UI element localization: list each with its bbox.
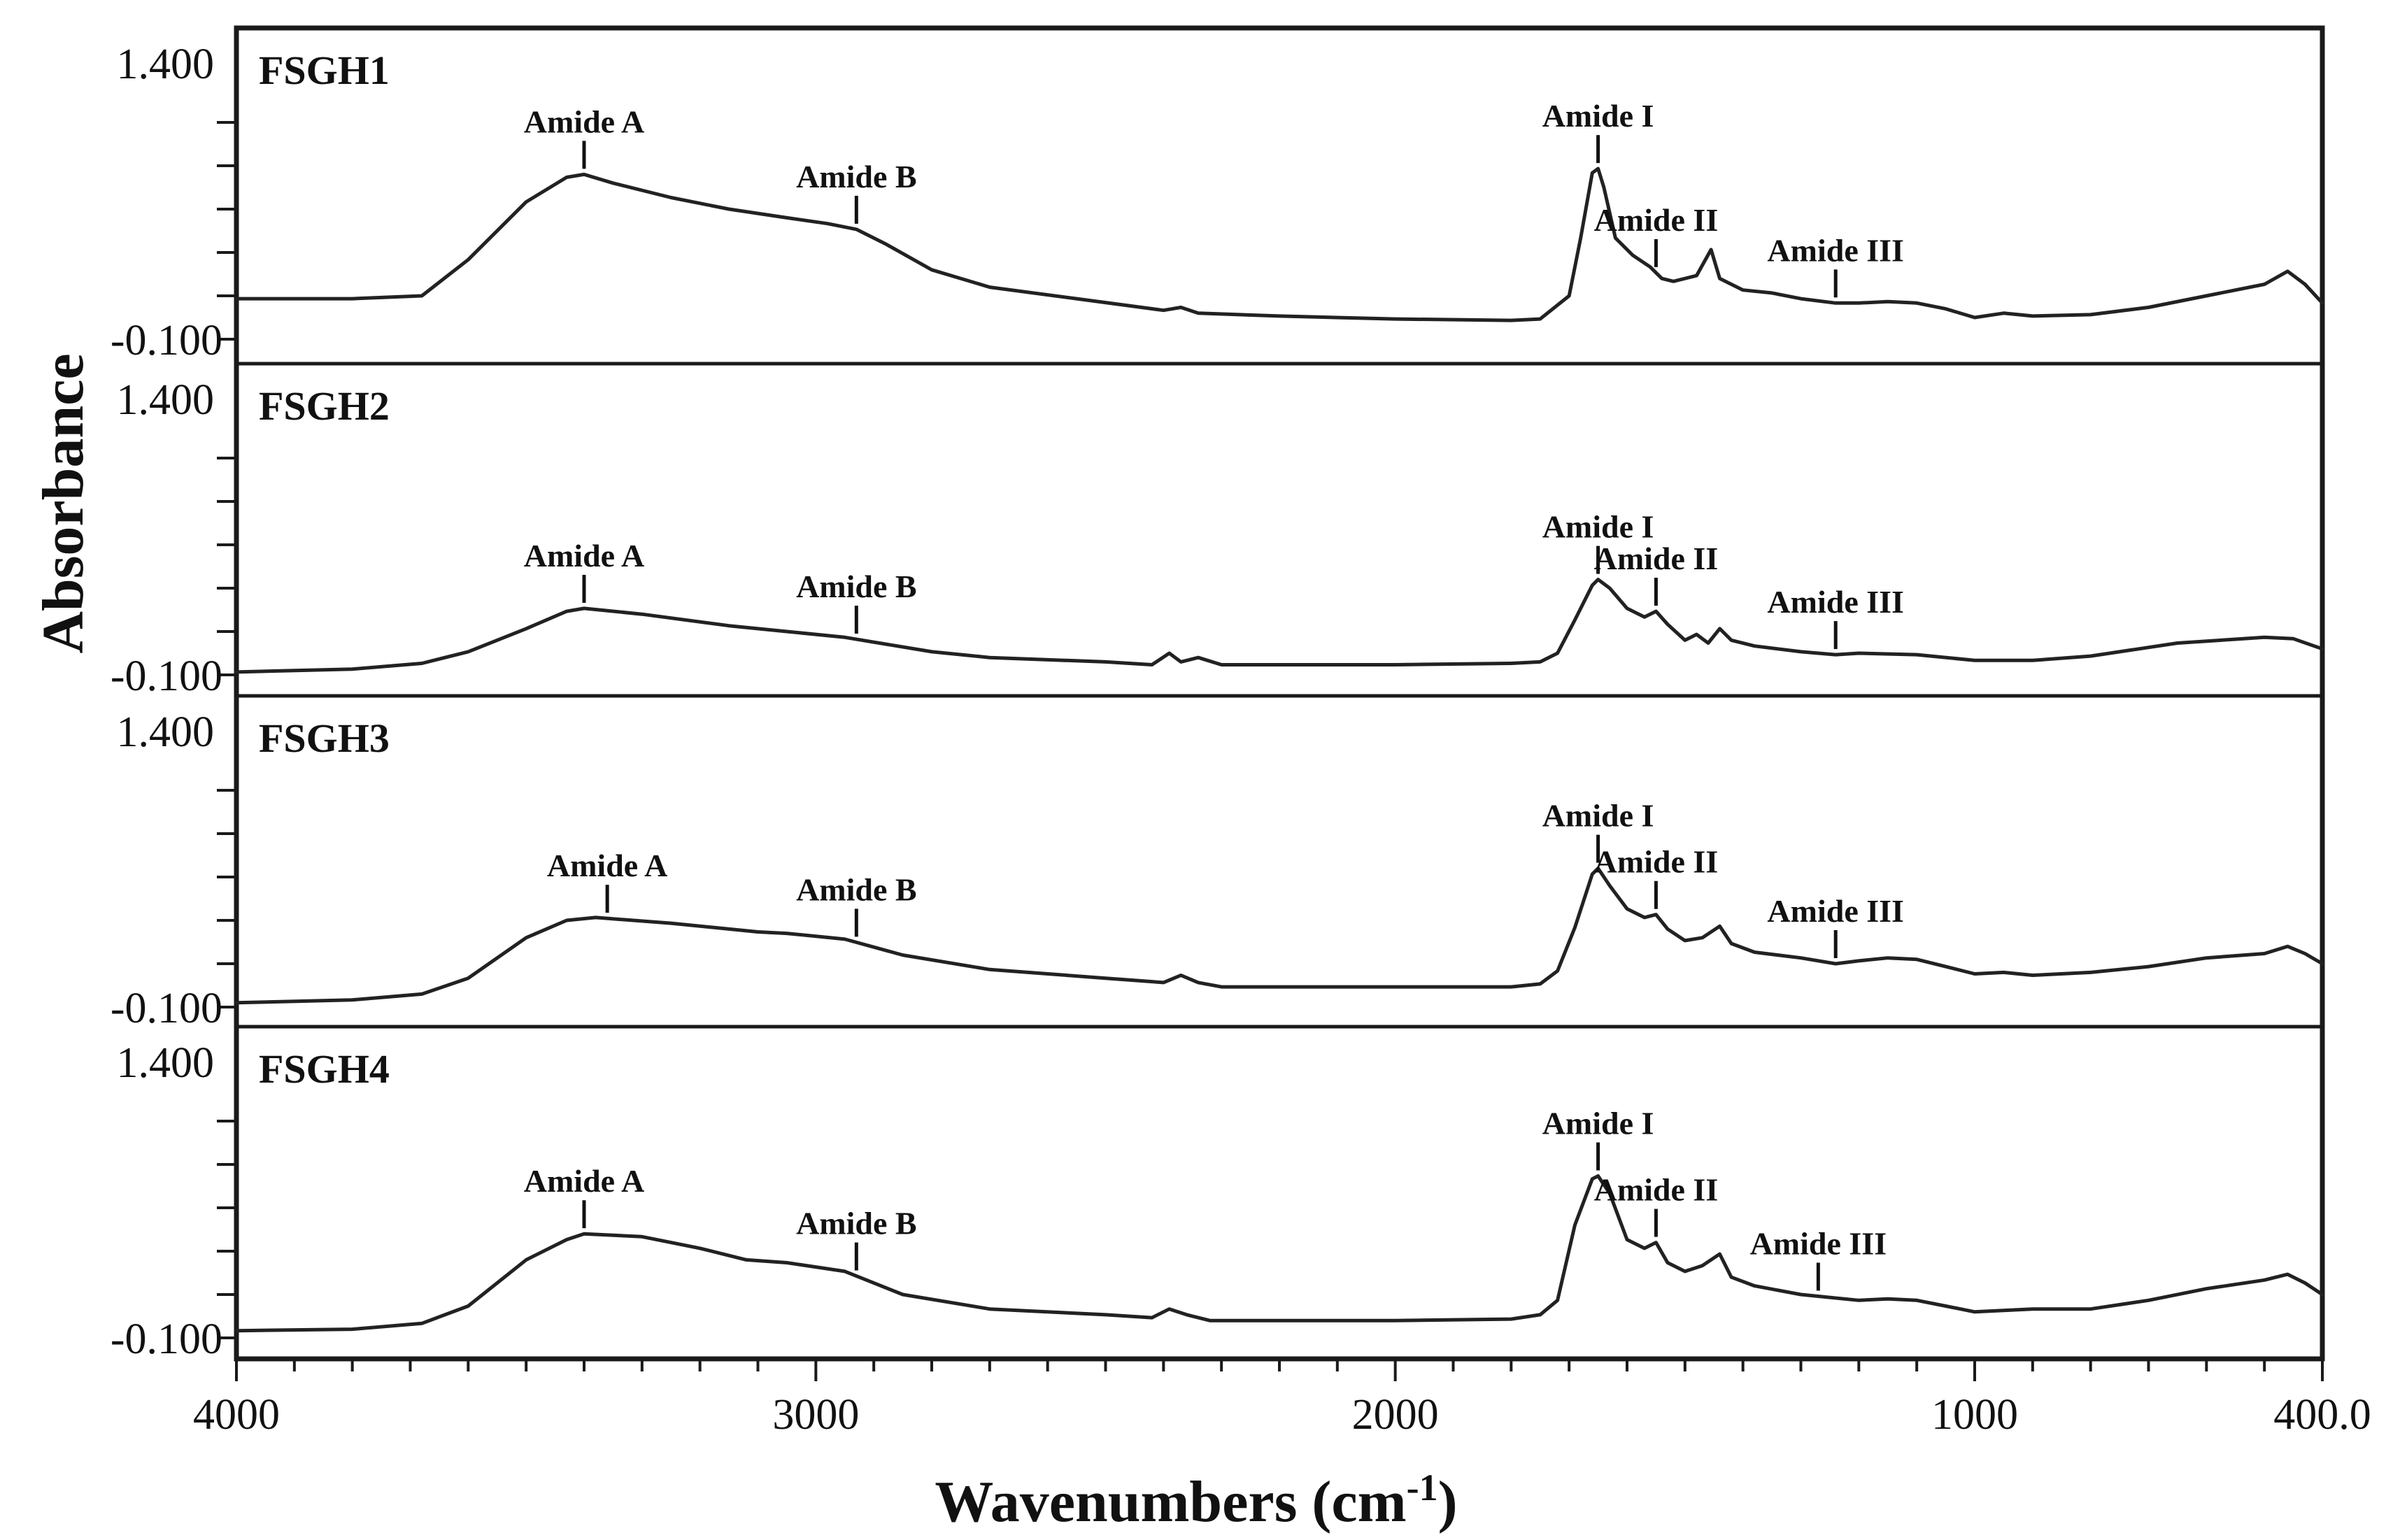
y-tick-label: 1.400: [117, 708, 215, 756]
x-axis-title-main: Wavenumbers (cm: [935, 1469, 1406, 1534]
peak-label: Amide I: [1542, 1106, 1654, 1141]
x-tick-label: 2000: [1352, 1391, 1439, 1439]
y-tick-label: -0.100: [111, 653, 222, 700]
y-tick-label: 1.400: [117, 376, 215, 424]
peak-label: Amide B: [796, 159, 917, 194]
plot-frame: [234, 25, 2325, 1362]
peak-label: Amide B: [796, 569, 917, 604]
spectrum-line: [234, 166, 2324, 322]
x-axis-title-close: ): [1438, 1469, 1458, 1534]
peak-label: Amide I: [1542, 98, 1654, 134]
peak-label: Amide III: [1767, 584, 1904, 620]
y-tick-label: 1.400: [117, 1039, 215, 1087]
peak-label: Amide I: [1542, 509, 1654, 545]
x-tick-label: 4000: [193, 1391, 280, 1439]
peak-label: Amide II: [1594, 541, 1719, 576]
spectrum-line: [234, 578, 2324, 674]
peak-label: Amide II: [1594, 202, 1719, 238]
panel-label: FSGH4: [259, 1046, 390, 1092]
peak-label: Amide B: [796, 871, 917, 907]
panel-label: FSGH3: [259, 715, 390, 761]
peak-label: Amide I: [1542, 798, 1654, 834]
peak-label: Amide III: [1767, 893, 1904, 929]
y-tick-label: -0.100: [111, 317, 222, 364]
spectrum-line: [234, 867, 2324, 1005]
x-axis-title: Wavenumbers (cm-1): [935, 1467, 1457, 1534]
peak-label: Amide III: [1750, 1225, 1887, 1261]
peak-label: Amide II: [1594, 1172, 1719, 1208]
x-tick-label: 3000: [772, 1391, 859, 1439]
peak-label: Amide A: [524, 538, 645, 573]
spectrum-line: [234, 1174, 2324, 1333]
y-tick-label: -0.100: [111, 985, 222, 1032]
peak-label: Amide A: [524, 1163, 645, 1199]
x-axis-title-sup: -1: [1407, 1467, 1438, 1509]
y-tick-label: 1.400: [117, 41, 215, 88]
x-tick-label: 1000: [1931, 1391, 2018, 1439]
peak-label: Amide II: [1594, 844, 1719, 880]
y-axis-title: Absorbance: [31, 353, 96, 653]
y-tick-label: -0.100: [111, 1316, 222, 1363]
peak-label: Amide A: [547, 848, 668, 883]
panel-label: FSGH2: [259, 383, 390, 429]
panel-label: FSGH1: [259, 48, 390, 93]
peak-label: Amide A: [524, 104, 645, 139]
peak-label: Amide III: [1767, 232, 1904, 268]
peak-label: Amide B: [796, 1206, 917, 1241]
x-tick-label: 400.0: [2273, 1391, 2371, 1439]
